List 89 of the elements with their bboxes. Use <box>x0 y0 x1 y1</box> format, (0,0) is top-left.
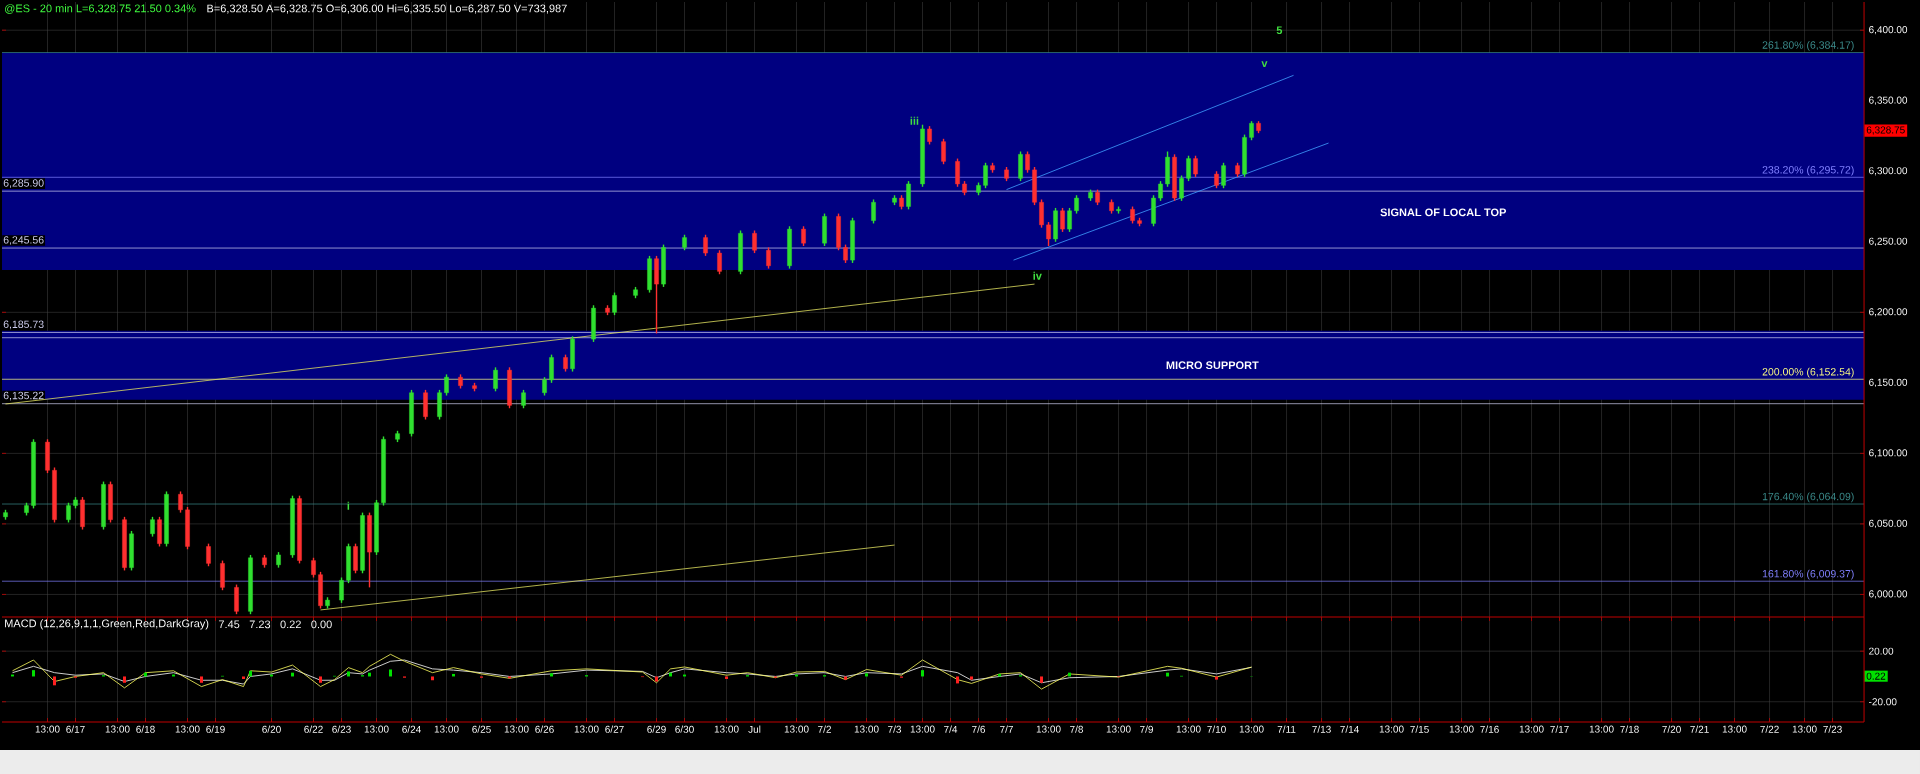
band-label: MICRO SUPPORT <box>1166 361 1259 370</box>
x-tick-label: 13:00 <box>784 725 809 733</box>
x-tick-label: 7/16 <box>1480 725 1499 733</box>
x-tick-label: 13:00 <box>1449 725 1474 733</box>
x-tick-label: 13:00 <box>1722 725 1747 733</box>
annotation: 7.23 <box>249 620 271 629</box>
x-tick-label: 13:00 <box>175 725 200 733</box>
annotation: 0.22 <box>280 620 301 629</box>
ref-line-label: 161.80% (6,009.37) <box>1762 569 1854 580</box>
ref-line-label: 238.20% (6,295.72) <box>1762 165 1854 176</box>
y-tick-label: 6,350.00 <box>1869 96 1908 105</box>
y-tick-label: -20.00 <box>1869 698 1897 706</box>
x-tick-label: 6/25 <box>472 725 491 733</box>
x-tick-label: 13:00 <box>364 725 389 733</box>
x-tick-label: 6/26 <box>535 725 554 733</box>
ref-line-label: 6,285.90 <box>3 179 44 188</box>
x-tick-label: 13:00 <box>714 725 739 733</box>
x-tick-label: 7/13 <box>1312 725 1331 733</box>
x-tick-label: 13:00 <box>1379 725 1404 733</box>
x-tick-label: 6/24 <box>402 725 421 733</box>
x-tick-label: 7/8 <box>1070 725 1084 733</box>
y-tick-label: 20.00 <box>1869 647 1894 655</box>
x-tick-label: 13:00 <box>910 725 935 733</box>
x-tick-label: 7/18 <box>1620 725 1639 733</box>
x-tick-label: 7/22 <box>1760 725 1779 733</box>
x-tick-label: 13:00 <box>1792 725 1817 733</box>
x-tick-label: 7/2 <box>818 725 831 733</box>
x-tick-label: 13:00 <box>434 725 459 733</box>
ref-line-label: 6,135.22 <box>3 391 44 401</box>
y-tick-label: 6,400.00 <box>1869 26 1908 35</box>
x-tick-label: 7/9 <box>1140 725 1154 733</box>
x-tick-label: 7/15 <box>1410 725 1429 733</box>
x-tick-label: 7/4 <box>944 725 958 733</box>
x-tick-label: 7/7 <box>1000 725 1013 733</box>
x-tick-label: 6/19 <box>206 725 225 733</box>
x-tick-label: 7/10 <box>1207 725 1226 733</box>
x-tick-label: 7/23 <box>1823 725 1842 733</box>
ref-line-label: 6,245.56 <box>3 236 44 245</box>
x-tick-label: 7/3 <box>888 725 902 733</box>
y-tick-label: 6,300.00 <box>1869 167 1908 176</box>
y-tick-label: 6,200.00 <box>1869 308 1908 317</box>
ref-line-label: 261.80% (6,384.17) <box>1762 41 1854 51</box>
chart-title: @ES - 20 min L=6,328.75 21.50 0.34% <box>5 4 196 14</box>
x-tick-label: 6/18 <box>136 725 155 733</box>
x-tick-label: 13:00 <box>35 725 60 733</box>
x-tick-label: 13:00 <box>105 725 130 733</box>
x-tick-label: 13:00 <box>1519 725 1544 733</box>
annotation: 0.22 <box>1866 672 1886 680</box>
x-tick-label: Jul <box>748 725 761 733</box>
x-tick-label: 6/27 <box>605 725 624 733</box>
x-tick-label: 7/11 <box>1277 725 1296 733</box>
annotation: iii <box>910 116 919 125</box>
y-tick-label: 6,000.00 <box>1869 590 1908 599</box>
annotation: SIGNAL OF LOCAL TOP <box>1380 208 1507 217</box>
x-tick-label: 7/17 <box>1550 725 1569 733</box>
y-tick-label: 6,100.00 <box>1869 449 1908 458</box>
y-tick-label: 6,050.00 <box>1869 519 1908 529</box>
x-tick-label: 6/30 <box>675 725 694 733</box>
x-tick-label: 7/6 <box>972 725 986 733</box>
x-tick-label: 6/22 <box>304 725 323 733</box>
x-tick-label: 7/20 <box>1662 725 1681 733</box>
x-tick-label: 13:00 <box>1036 725 1061 733</box>
x-tick-label: 6/29 <box>647 725 666 733</box>
x-tick-label: 7/21 <box>1690 725 1709 733</box>
x-tick-label: 13:00 <box>1106 725 1131 733</box>
ref-line-label: 200.00% (6,152.54) <box>1762 367 1854 378</box>
annotation: i <box>347 501 350 510</box>
text: 6,328.75 <box>1866 126 1905 135</box>
x-tick-label: 6/17 <box>66 725 85 733</box>
x-tick-label: 13:00 <box>504 725 529 733</box>
x-tick-label: 13:00 <box>574 725 599 733</box>
ref-line-label: 176.40% (6,064.09) <box>1762 492 1854 503</box>
x-tick-label: 6/20 <box>262 725 281 733</box>
x-tick-label: 7/14 <box>1340 725 1359 733</box>
y-tick-label: 6,250.00 <box>1869 237 1908 246</box>
annotation: v <box>1261 61 1268 68</box>
annotation: iv <box>1033 271 1042 280</box>
x-tick-label: 13:00 <box>1589 725 1614 733</box>
x-tick-label: 13:00 <box>1176 725 1201 733</box>
ref-line-label: 6,185.73 <box>3 320 44 330</box>
y-tick-label: 6,150.00 <box>1869 378 1908 387</box>
x-tick-label: 13:00 <box>854 725 879 733</box>
chart-title: MACD (12,26,9,1,1,Green,Red,DarkGray) <box>5 619 209 630</box>
x-tick-label: 13:00 <box>1239 725 1264 733</box>
annotation: 5 <box>1276 26 1283 35</box>
annotation: 7.45 <box>218 620 240 629</box>
chart-subtitle: B=6,328.50 A=6,328.75 O=6,306.00 Hi=6,335.50 Lo=6,287.50 V=733,987 <box>207 4 567 14</box>
x-tick-label: 6/23 <box>332 725 351 733</box>
annotation: 0.00 <box>311 620 332 629</box>
